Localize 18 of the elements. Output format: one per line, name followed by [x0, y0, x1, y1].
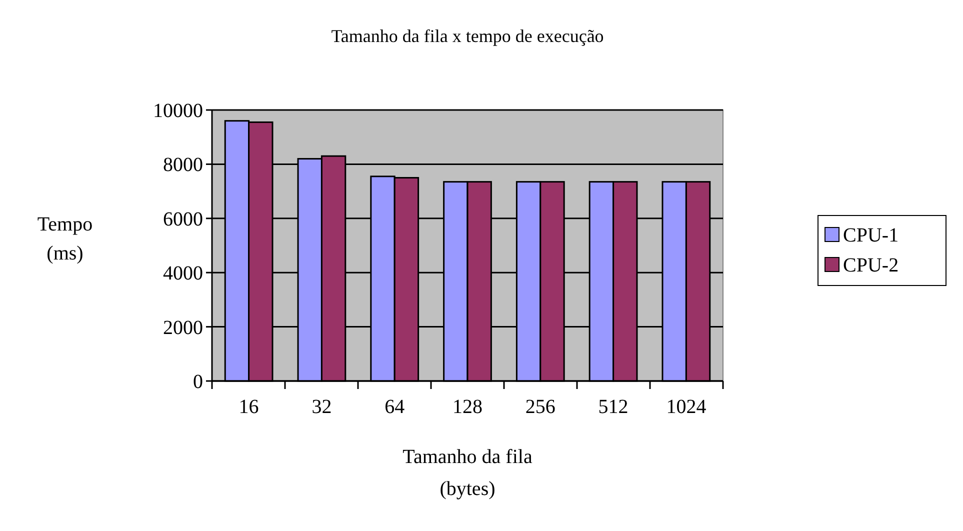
x-tick-label: 32: [312, 396, 332, 418]
y-tick-label: 10000: [153, 100, 203, 122]
y-tick-label: 2000: [163, 316, 203, 339]
y-tick-label: 8000: [163, 154, 203, 176]
legend-label: CPU-2: [843, 254, 899, 276]
y-tick-label: 6000: [163, 208, 203, 230]
x-tick-label: 128: [452, 396, 482, 418]
legend-label: CPU-1: [843, 224, 899, 246]
x-tick-label: 512: [598, 396, 628, 418]
x-tick-label: 1024: [666, 396, 706, 418]
y-tick-label: 0: [193, 371, 203, 393]
chart-title: Tamanho da fila x tempo de execução: [331, 26, 604, 46]
x-tick-label: 16: [238, 396, 259, 418]
y-axis-title: Tempo (ms): [37, 214, 93, 264]
x-tick-label: 256: [525, 396, 556, 418]
y-tick-label: 4000: [163, 262, 203, 285]
x-tick-label: 64: [384, 396, 405, 418]
x-axis-title: Tamanho da fila (bytes): [402, 446, 532, 500]
